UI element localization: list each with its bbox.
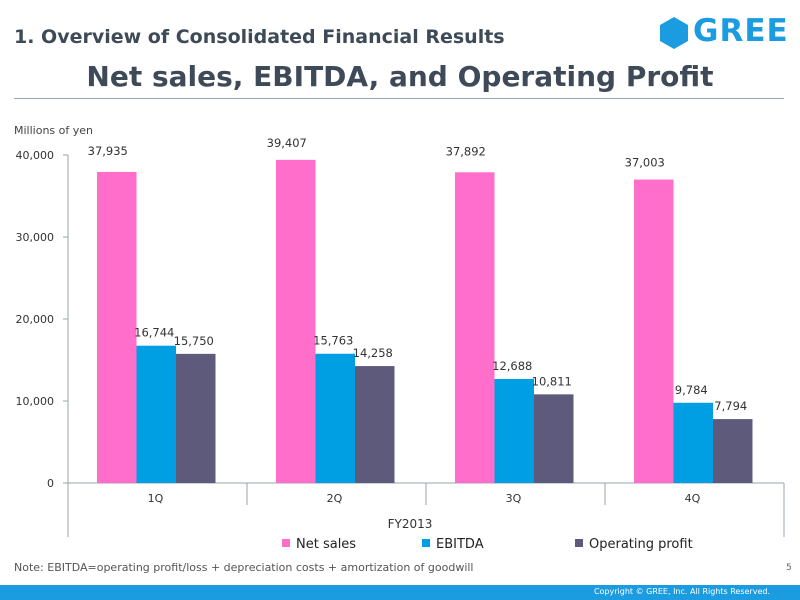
x-tick-label: 3Q: [506, 492, 522, 505]
bar-operating-profit: [534, 394, 574, 483]
bar-net-sales: [634, 179, 674, 483]
gree-logo: GREE: [660, 13, 788, 56]
bar-operating-profit: [713, 419, 753, 483]
data-label: 37,892: [446, 144, 486, 158]
y-tick-label: 20,000: [16, 313, 55, 326]
x-tick-label: 4Q: [685, 492, 701, 505]
chart-legend: Net sales EBITDA Operating profit: [0, 537, 800, 557]
data-label: 37,935: [88, 144, 128, 158]
data-label: 15,750: [174, 334, 214, 348]
data-label: 12,688: [492, 359, 532, 373]
y-tick-label: 10,000: [16, 395, 55, 408]
bar-net-sales: [455, 172, 495, 484]
data-label: 9,784: [675, 383, 708, 397]
legend-item: Operating profit: [575, 537, 693, 552]
y-tick-label: 40,000: [16, 149, 55, 162]
legend-swatch: [282, 539, 290, 547]
bar-operating-profit: [176, 353, 216, 483]
page-number: 5: [786, 563, 792, 573]
legend-item: EBITDA: [422, 537, 484, 552]
data-label: 7,794: [714, 399, 747, 413]
legend-label: Net sales: [296, 537, 357, 552]
legend-item: Net sales: [282, 537, 356, 552]
footer-bar: Copyright © GREE, Inc. All Rights Reserv…: [0, 585, 800, 600]
copyright-text: Copyright © GREE, Inc. All Rights Reserv…: [593, 587, 770, 596]
legend-label: EBITDA: [436, 537, 484, 552]
data-label: 10,811: [532, 374, 572, 388]
bar-net-sales: [276, 159, 316, 483]
data-label: 37,003: [625, 156, 665, 170]
legend-label: Operating profit: [589, 537, 693, 552]
legend-swatch: [422, 539, 430, 547]
data-label: 14,258: [353, 346, 393, 360]
y-tick-label: 0: [47, 477, 54, 490]
data-label: 39,407: [267, 136, 307, 150]
legend-swatch: [575, 539, 583, 547]
x-tick-label: 1Q: [148, 492, 164, 505]
bar-ebitda: [673, 402, 713, 483]
bar-ebitda: [494, 378, 534, 483]
footnote: Note: EBITDA=operating profit/loss + dep…: [14, 561, 474, 574]
bar-ebitda: [315, 353, 355, 483]
bar-ebitda: [136, 345, 176, 483]
x-axis-title: FY2013: [388, 517, 433, 531]
hexagon-logo-icon: [660, 17, 688, 49]
page-title: Net sales, EBITDA, and Operating Profit: [86, 60, 714, 93]
data-label: 16,744: [134, 326, 174, 340]
bar-net-sales: [97, 171, 137, 484]
logo-wordmark: GREE: [693, 13, 789, 49]
section-title: 1. Overview of Consolidated Financial Re…: [14, 26, 505, 48]
y-axis-unit-label: Millions of yen: [14, 124, 93, 137]
y-tick-label: 30,000: [16, 231, 55, 244]
data-label: 15,763: [313, 334, 353, 348]
title-divider: [14, 98, 784, 99]
bar-operating-profit: [355, 366, 395, 483]
x-tick-label: 2Q: [327, 492, 343, 505]
